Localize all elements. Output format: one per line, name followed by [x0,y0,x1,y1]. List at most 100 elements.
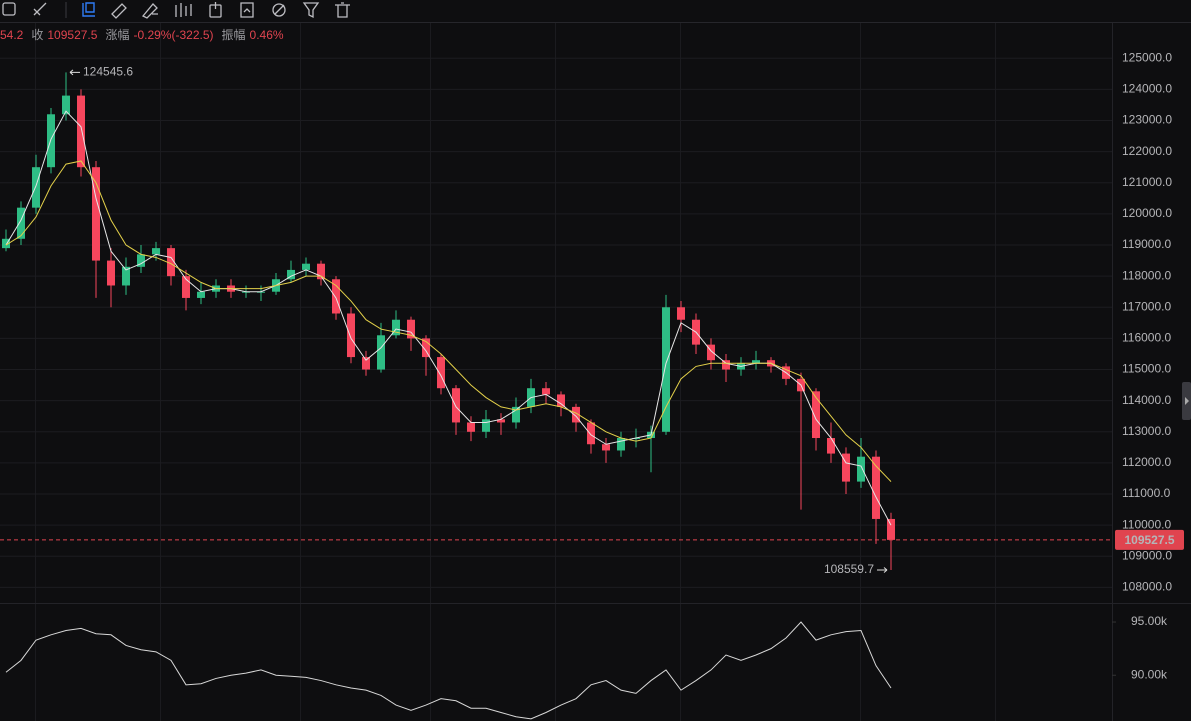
candle-body [317,263,325,280]
info-label: 收 [31,28,44,42]
info-value: 0.46% [249,28,284,42]
y-tick-label: 108000.0 [1122,580,1172,594]
tool-icon[interactable] [82,2,95,17]
info-value: -0.29%(-322.5) [133,28,214,42]
candle-body [347,313,355,358]
candle-body [752,360,760,364]
candle-body [617,438,625,451]
y-tick-label: 116000.0 [1122,331,1171,345]
candle-body [557,394,565,407]
marker-arrow [877,567,888,573]
candle-body [197,291,205,298]
toolbar [0,2,1191,23]
info-label: 振幅 [221,28,246,42]
candle-body [677,307,685,320]
candle-body [467,422,475,432]
marker-arrow [69,69,80,76]
last-price-tag [1115,529,1184,550]
candle-body [287,269,295,280]
candle-body [302,263,310,270]
tool-icon[interactable] [141,3,158,19]
candle-body [17,207,25,239]
candle-body [2,238,10,249]
candle-body [332,279,340,314]
candle-body [407,319,415,339]
y-tick-label: 123000.0 [1122,113,1172,127]
scroll-handle[interactable] [1182,382,1191,420]
candle-body [887,518,895,540]
candle-body [572,406,580,423]
candle-body [827,438,835,454]
y-tick-label: 109000.0 [1122,548,1172,562]
y-tick-label: 121000.0 [1122,175,1172,189]
indicator-tick-label: 90.00k [1131,667,1168,681]
candle-body [602,444,610,451]
candle-body [872,456,880,519]
tool-icon[interactable] [2,2,16,16]
tool-icon[interactable] [302,2,320,19]
ma-line [5,110,892,526]
y-tick-label: 120000.0 [1122,206,1172,220]
info-value: 54.2 [0,28,24,42]
y-tick-label: 115000.0 [1122,362,1171,376]
y-tick-label: 110000.0 [1122,517,1171,531]
high-marker-label: 124545.6 [83,65,133,79]
candle-body [152,248,160,255]
candle-body [422,338,430,358]
y-tick-label: 117000.0 [1122,299,1171,313]
ma-line [5,160,892,482]
candle-body [452,388,460,423]
candle-body [167,248,175,277]
y-tick-label: 119000.0 [1122,237,1171,251]
candle-body [122,266,130,286]
candle-body [377,335,385,370]
indicator-line [5,621,892,720]
candle-body [662,307,670,432]
last-price-label: 109527.5 [1124,533,1174,547]
candle-body [722,360,730,370]
info-value: 109527.5 [47,28,98,42]
candle-body [137,254,145,267]
candle-body [707,344,715,361]
y-tick-label: 112000.0 [1122,455,1171,469]
y-tick-label: 118000.0 [1122,268,1171,282]
info-label: 涨幅 [105,28,130,42]
candle-body [62,95,70,115]
candle-body [182,276,190,298]
candle-body [857,456,865,482]
tool-icon[interactable] [175,3,192,17]
plot-area [0,23,1112,721]
tool-icon[interactable] [240,2,254,18]
y-tick-label: 113000.0 [1122,424,1171,438]
indicator-tick-label: 95.00k [1131,614,1168,628]
tool-icon[interactable] [33,2,47,16]
y-tick-label: 125000.0 [1122,50,1172,64]
y-tick-label: 114000.0 [1122,393,1171,407]
tool-icon[interactable] [111,3,127,19]
candle-body [107,260,115,286]
low-marker-label: 108559.7 [824,562,874,576]
candle-body [542,388,550,395]
candle-body [842,453,850,482]
tool-icon[interactable] [272,3,286,17]
candle-body [437,357,445,389]
candle-body [92,167,100,261]
candle-body [497,419,505,423]
y-tick-label: 124000.0 [1122,82,1172,96]
candle-body [482,419,490,432]
tool-icon[interactable] [335,2,350,18]
candle-body [392,319,400,336]
candle-body [512,406,520,423]
y-tick-label: 122000.0 [1122,144,1172,158]
tool-icon[interactable] [209,2,222,18]
info-bar: 54.2 收 109527.5 涨幅 -0.29%(-322.5) 振幅 0.46% [0,27,292,43]
candle-body [32,167,40,208]
candle-body [77,95,85,168]
candle-body [587,422,595,445]
candle-body [362,357,370,370]
y-tick-label: 111000.0 [1122,486,1171,500]
candle-body [812,391,820,439]
